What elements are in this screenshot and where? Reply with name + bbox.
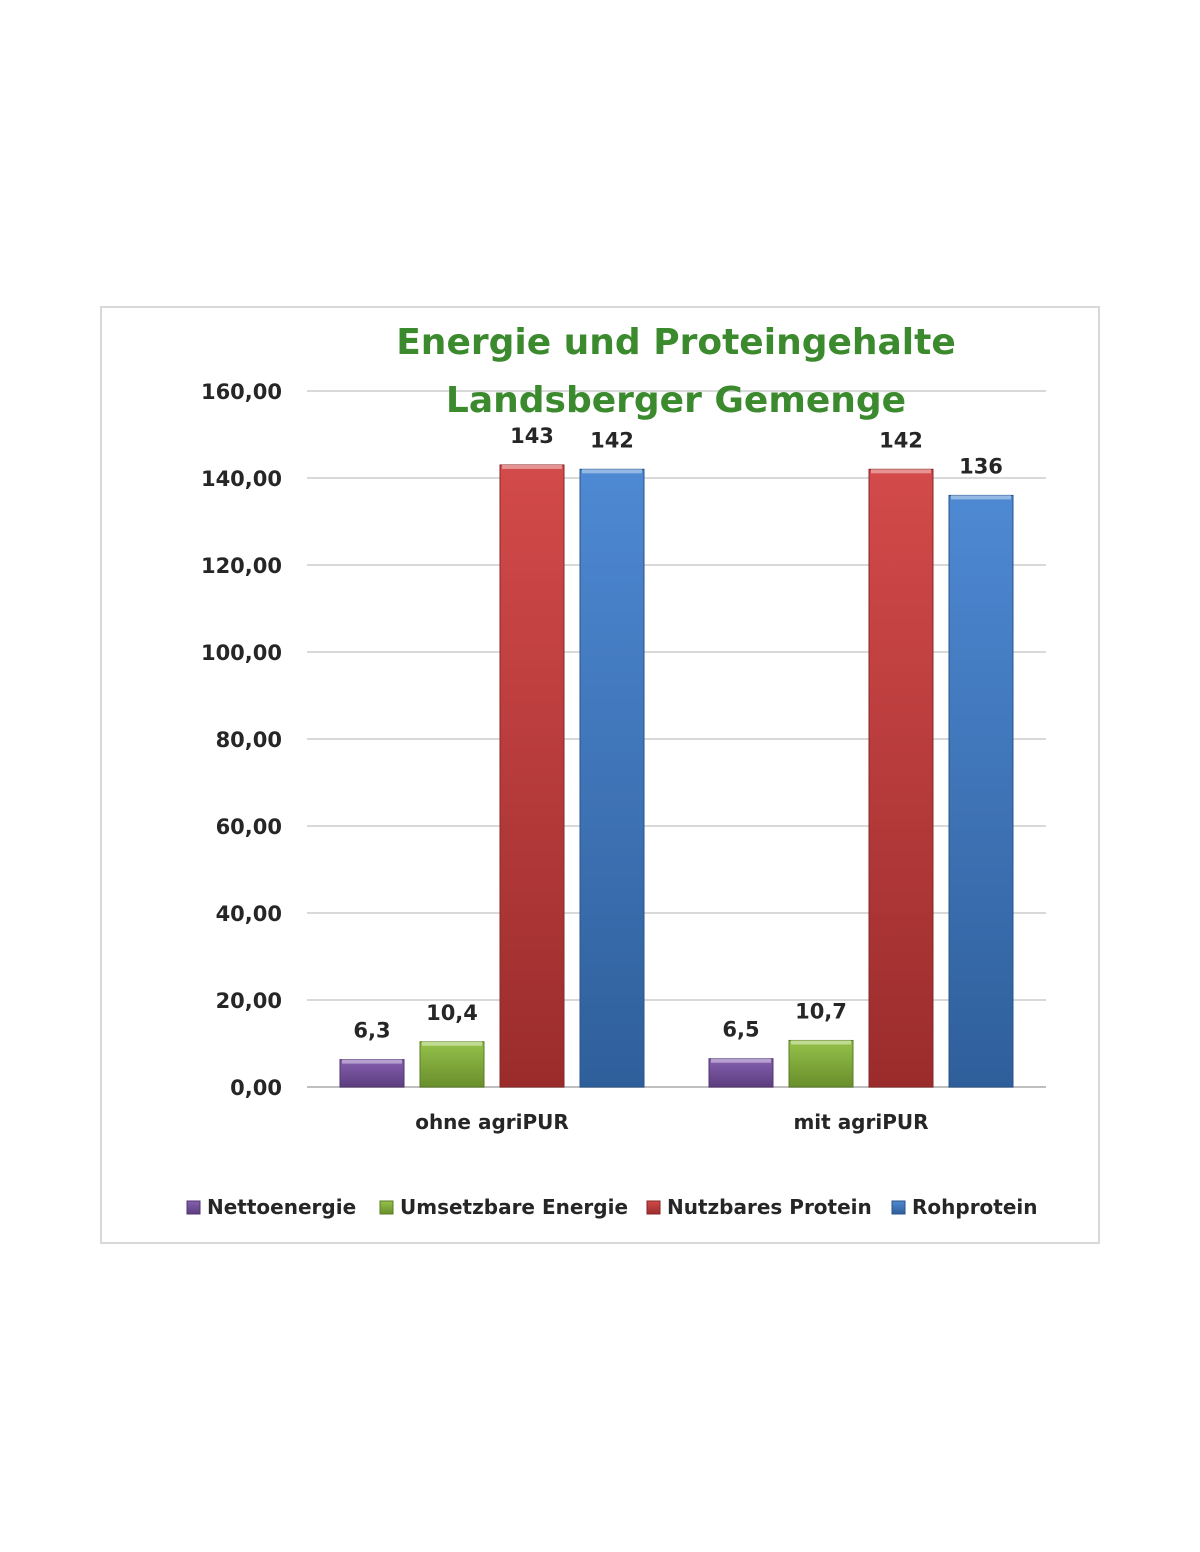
bar-highlight xyxy=(871,469,931,474)
y-tick-label: 0,00 xyxy=(230,1076,282,1100)
data-label: 10,7 xyxy=(795,999,847,1023)
legend-label: Rohprotein xyxy=(912,1195,1038,1219)
bar-highlight xyxy=(422,1041,482,1046)
chart-title-line: Landsberger Gemenge xyxy=(446,380,906,421)
bar-nutzbares-protein xyxy=(499,464,565,1088)
bar-highlight xyxy=(502,464,562,469)
bar-highlight xyxy=(582,469,642,474)
y-tick-label: 140,00 xyxy=(201,467,282,491)
y-tick-label: 160,00 xyxy=(201,380,282,404)
bar-nettoenergie xyxy=(339,1059,405,1088)
bar-highlight xyxy=(711,1058,771,1063)
data-label: 142 xyxy=(590,428,634,452)
bar-highlight xyxy=(342,1059,402,1064)
legend-swatch xyxy=(379,1200,394,1215)
bar-nettoenergie xyxy=(708,1058,774,1088)
legend-swatch xyxy=(891,1200,906,1215)
bar-rohprotein xyxy=(579,468,645,1088)
category-label: ohne agriPUR xyxy=(415,1110,569,1134)
legend-swatch xyxy=(646,1200,661,1215)
data-label: 142 xyxy=(879,428,923,452)
y-tick-label: 60,00 xyxy=(216,815,282,839)
bar-umsetzbare-energie xyxy=(788,1039,854,1088)
y-tick-label: 40,00 xyxy=(216,902,282,926)
bar-rohprotein xyxy=(948,494,1014,1088)
data-label: 10,4 xyxy=(426,1001,478,1025)
bar-highlight xyxy=(951,495,1011,500)
data-label: 6,3 xyxy=(353,1019,390,1043)
bar-chart: 0,00 20,00 40,00 60,00 80,00 100,00 120,00 140,… xyxy=(186,322,1046,1219)
y-tick-label: 20,00 xyxy=(216,989,282,1013)
legend-label: Umsetzbare Energie xyxy=(400,1195,628,1219)
data-label: 143 xyxy=(510,424,554,448)
legend-label: Nutzbares Protein xyxy=(667,1195,872,1219)
y-tick-label: 120,00 xyxy=(201,554,282,578)
legend-swatch xyxy=(186,1200,201,1215)
data-label: 6,5 xyxy=(722,1018,759,1042)
y-tick-label: 80,00 xyxy=(216,728,282,752)
legend-label: Nettoenergie xyxy=(207,1195,356,1219)
bar-umsetzbare-energie xyxy=(419,1041,485,1088)
y-tick-label: 100,00 xyxy=(201,641,282,665)
chart-frame: 0,00 20,00 40,00 60,00 80,00 100,00 120,00 140,… xyxy=(100,306,1100,1244)
category-label: mit agriPUR xyxy=(793,1110,928,1134)
data-label: 136 xyxy=(959,454,1003,478)
chart-title-line: Energie und Proteingehalte xyxy=(396,322,956,363)
bar-highlight xyxy=(791,1040,851,1045)
bar-nutzbares-protein xyxy=(868,468,934,1088)
